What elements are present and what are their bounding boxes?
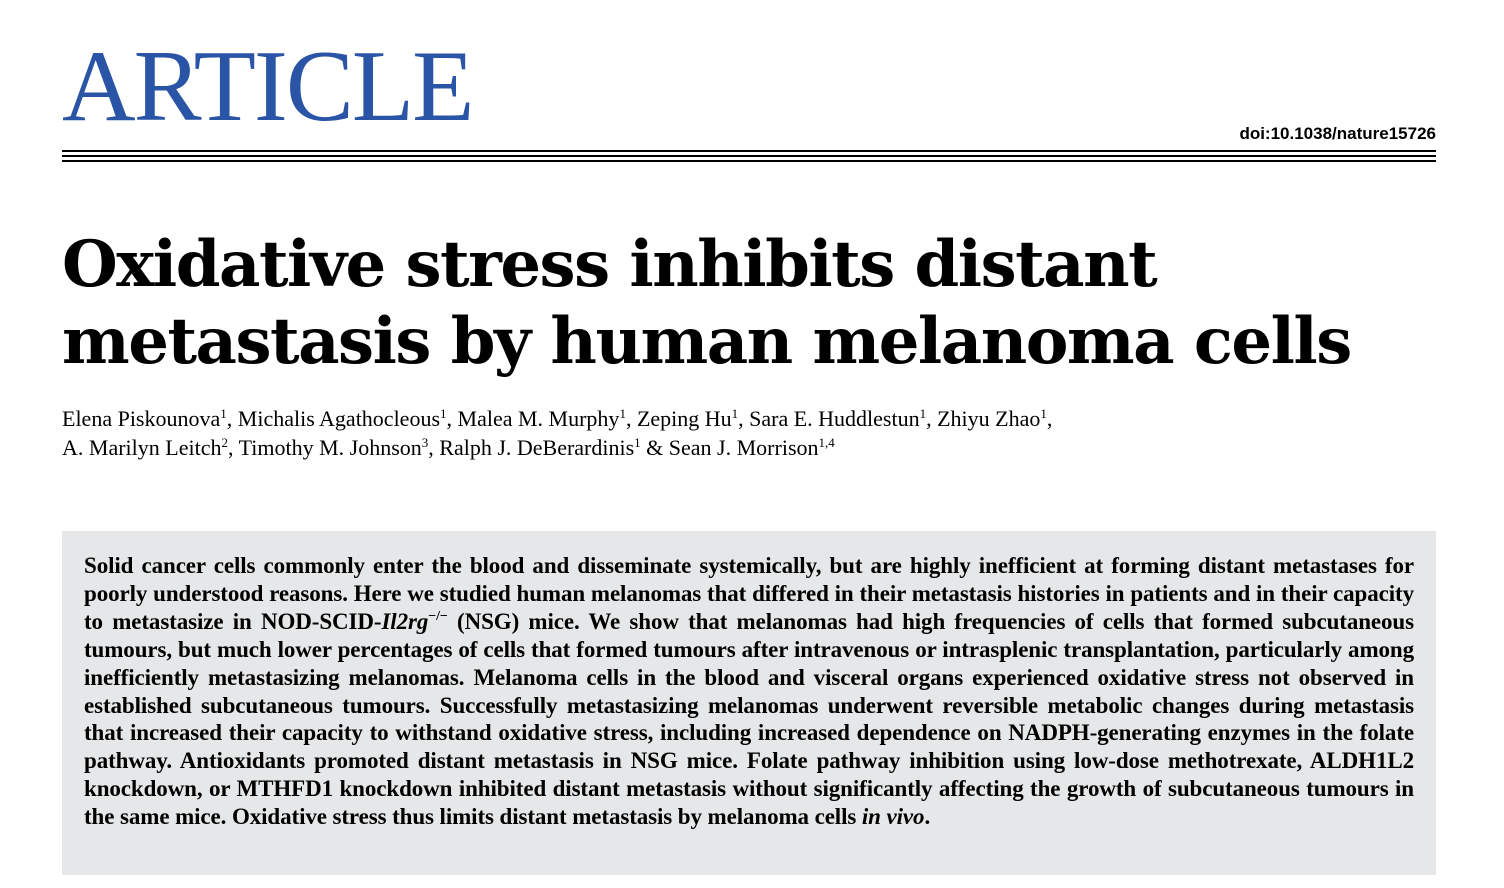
author[interactable]: Michalis Agathocleous1 [237,406,447,431]
article-title: Oxidative stress inhibits distant metast… [62,227,1352,379]
author-list: Elena Piskounova1, Michalis Agathocleous… [62,406,1053,460]
affiliation-marker: 1 [634,435,641,450]
in-vivo-italic: in vivo [861,804,925,830]
abstract-text: Solid cancer cells commonly enter the bl… [84,553,1414,830]
affiliation-marker: 1 [1040,406,1047,421]
author[interactable]: Sean J. Morrison1,4 [668,435,835,460]
journal-masthead: ARTICLE [62,30,474,143]
author[interactable]: A. Marilyn Leitch2 [62,435,228,460]
affiliation-marker: 3 [421,435,429,450]
doi-label[interactable]: doi:10.1038/nature15726 [1239,124,1436,143]
genotype-superscript: −/− [428,608,448,624]
affiliation-marker: 2 [221,435,228,450]
header-rule [62,155,1436,157]
author[interactable]: Zeping Hu1 [636,406,739,431]
author[interactable]: Zhiyu Zhao1 [937,406,1047,431]
author[interactable]: Elena Piskounova1 [62,406,227,431]
affiliation-marker: 1,4 [818,435,835,450]
affiliation-marker: 1 [731,406,739,421]
author[interactable]: Ralph J. DeBerardinis1 [439,435,641,460]
author[interactable]: Timothy M. Johnson3 [238,435,429,460]
author[interactable]: Sara E. Huddlestun1 [749,406,927,431]
header-rule [62,160,1436,162]
abstract-box: Solid cancer cells commonly enter the bl… [62,531,1436,875]
affiliation-marker: 1 [919,406,927,421]
affiliation-marker: 1 [220,406,227,421]
affiliation-marker: 1 [440,406,447,421]
author[interactable]: Malea M. Murphy1 [457,406,626,431]
header-rule [62,150,1436,152]
gene-name: Il2rg [381,608,429,634]
affiliation-marker: 1 [619,406,626,421]
